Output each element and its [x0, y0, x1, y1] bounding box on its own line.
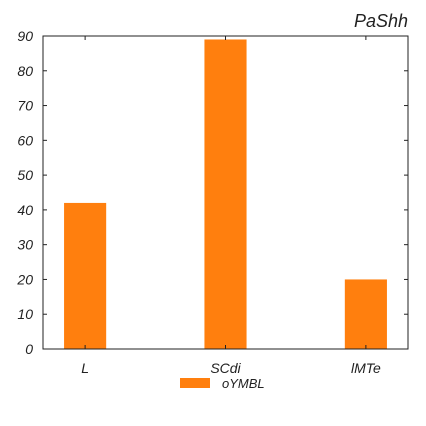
legend-label: oYMBL	[222, 376, 265, 391]
x-axis-ticks: L SCdi lMTe	[81, 36, 381, 376]
legend-swatch	[180, 378, 210, 388]
y-axis-ticks: 0 10 20 30 40 50 60 70 80 90	[16, 28, 408, 357]
bar-L	[64, 202, 107, 349]
y-tick-label-20: 20	[16, 271, 33, 287]
x-tick-label-lMTe: lMTe	[351, 360, 381, 376]
y-tick-label-60: 60	[17, 132, 33, 148]
y-tick-label-0: 0	[25, 341, 33, 357]
y-tick-label-40: 40	[17, 202, 33, 218]
y-tick-label-10: 10	[17, 306, 33, 322]
legend: oYMBL	[180, 376, 265, 391]
x-tick-label-SCdi: SCdi	[210, 360, 241, 376]
y-tick-label-30: 30	[17, 237, 33, 253]
y-tick-label-90: 90	[17, 28, 33, 44]
y-tick-label-70: 70	[17, 98, 33, 114]
y-tick-label-80: 80	[17, 63, 33, 79]
bar-SCdi	[204, 39, 247, 349]
bar-lMTe	[344, 279, 387, 349]
bars-layer	[64, 39, 387, 349]
x-tick-label-L: L	[81, 360, 89, 376]
chart-title: PaShh	[354, 11, 408, 31]
y-tick-label-50: 50	[17, 167, 33, 183]
